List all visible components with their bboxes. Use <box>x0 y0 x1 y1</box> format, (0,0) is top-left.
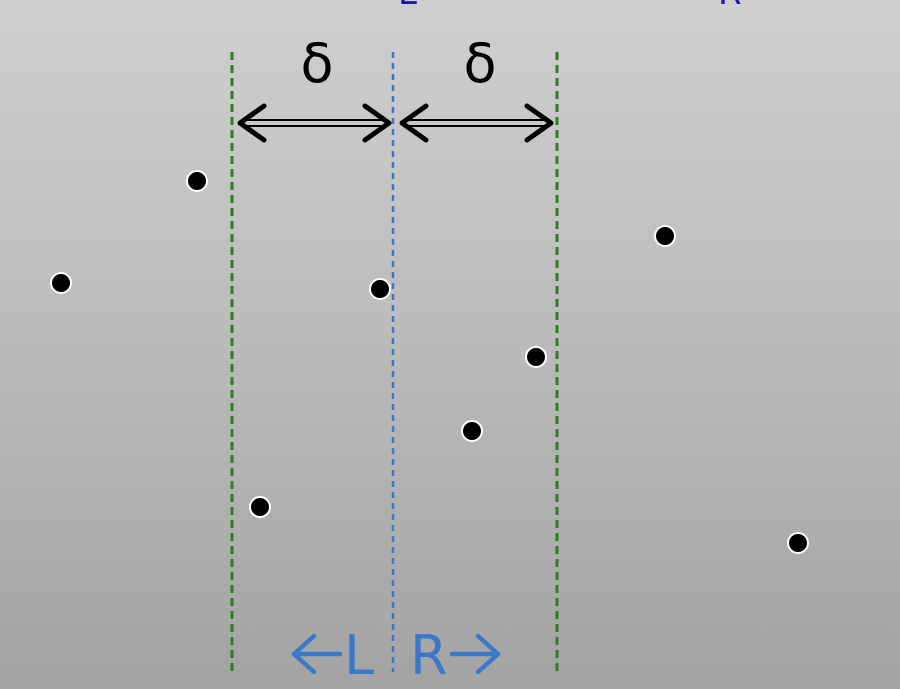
point <box>249 496 271 518</box>
top-fragment-right: R <box>718 0 742 13</box>
left-region-arrow-icon <box>291 633 343 675</box>
points <box>50 170 809 554</box>
top-fragment-left: L <box>398 0 417 13</box>
left-region-label: L <box>344 624 374 687</box>
right-region-label: R <box>410 624 448 687</box>
delta-label-right: δ <box>463 32 496 95</box>
delta-label-left: δ <box>300 32 333 95</box>
delta-arrow-right <box>399 103 554 143</box>
point <box>461 420 483 442</box>
point <box>525 346 547 368</box>
delta-arrow-left <box>237 103 392 143</box>
point <box>369 278 391 300</box>
point <box>186 170 208 192</box>
point <box>50 272 72 294</box>
point <box>787 532 809 554</box>
point <box>654 225 676 247</box>
right-region-arrow-icon <box>449 633 501 675</box>
